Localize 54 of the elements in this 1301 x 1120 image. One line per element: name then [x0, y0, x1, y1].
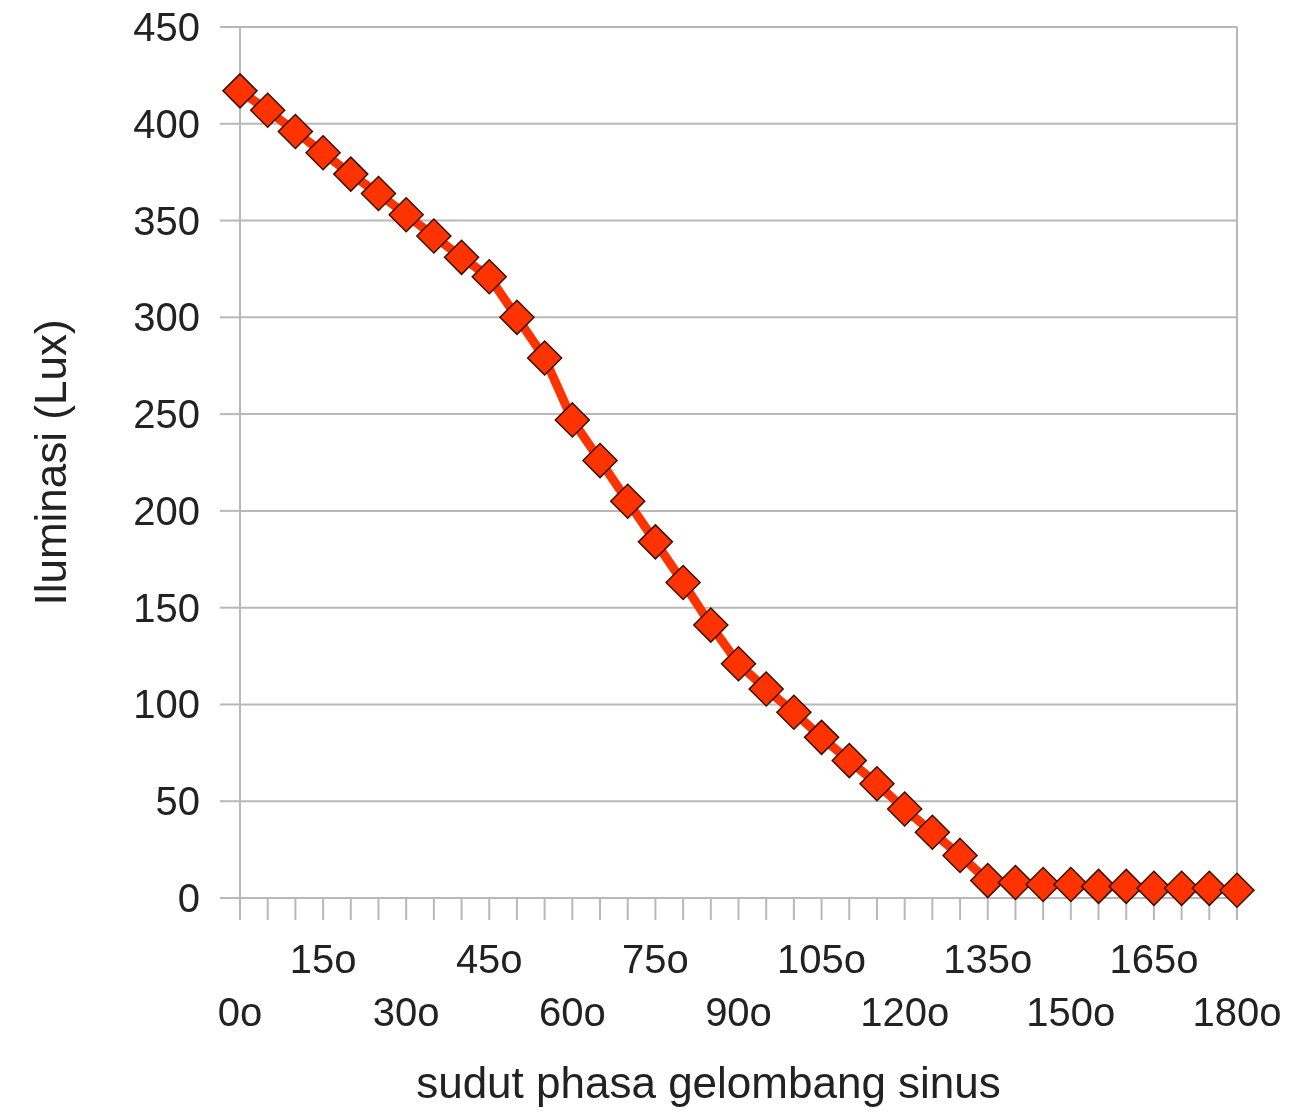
x-tick-label: 120o	[860, 990, 950, 1034]
x-axis-title: sudut phasa gelombang sinus	[416, 1058, 1001, 1107]
x-tick-label: 135o	[943, 937, 1033, 981]
x-tick-label: 15o	[289, 937, 357, 981]
point	[499, 299, 535, 336]
point	[1108, 868, 1144, 905]
point	[582, 442, 618, 479]
point	[637, 524, 674, 560]
y-tick-label: 200	[133, 488, 200, 533]
x-tick-label: 0o	[217, 990, 263, 1034]
y-tick-label: 350	[133, 198, 200, 243]
point	[360, 175, 397, 212]
point	[776, 694, 812, 730]
point	[443, 239, 480, 276]
x-tick-label: 105o	[777, 937, 867, 981]
point	[886, 791, 923, 827]
x-tick-label: 165o	[1109, 937, 1199, 981]
x-tick-label: 75o	[622, 937, 689, 981]
x-tick-label: 90o	[705, 990, 772, 1034]
y-tick-label: 0	[177, 876, 200, 920]
x-tick-label: 150o	[1026, 990, 1116, 1034]
point	[305, 135, 341, 171]
point	[942, 837, 978, 874]
point	[388, 197, 424, 233]
point	[249, 92, 286, 128]
y-axis-title: Iluminasi (Lux)	[26, 319, 75, 606]
y-tick-label: 150	[133, 585, 200, 630]
point	[333, 156, 369, 192]
point	[1219, 872, 1255, 909]
x-tick-label: 45o	[455, 937, 523, 981]
point	[720, 646, 757, 682]
point	[831, 742, 868, 779]
point	[222, 73, 258, 109]
point	[554, 402, 591, 438]
x-tick-label: 30o	[372, 990, 440, 1034]
point	[526, 340, 563, 376]
point	[859, 766, 895, 802]
point	[277, 113, 314, 150]
point	[665, 564, 701, 601]
y-tick-label: 100	[133, 682, 200, 727]
y-tick-label: 300	[133, 295, 200, 340]
y-tick-label: 450	[133, 5, 200, 49]
y-tick-label: 250	[133, 392, 200, 437]
point	[803, 719, 840, 756]
point	[416, 218, 452, 254]
point	[914, 814, 951, 850]
point	[748, 671, 784, 707]
x-tick-label: 60o	[538, 990, 606, 1034]
x-tick-label: 180o	[1192, 990, 1282, 1034]
y-tick-label: 400	[133, 101, 200, 146]
y-tick-label: 50	[155, 779, 200, 824]
point	[471, 258, 507, 295]
point	[693, 607, 729, 643]
point	[609, 483, 646, 519]
